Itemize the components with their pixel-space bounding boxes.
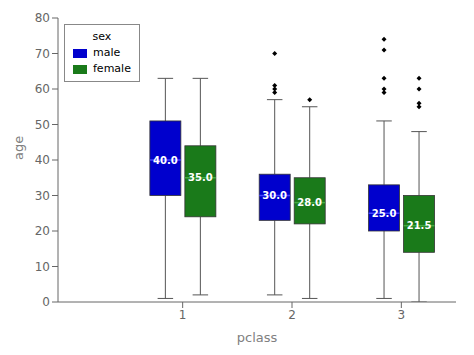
html-text:sex: sex [92, 30, 112, 43]
svg-text:1: 1 [179, 308, 187, 322]
svg-text:35.0: 35.0 [188, 172, 213, 183]
svg-text:3: 3 [398, 308, 406, 322]
svg-text:30: 30 [35, 189, 50, 203]
svg-text:80: 80 [35, 11, 50, 25]
svg-text:10: 10 [35, 260, 50, 274]
svg-text:50: 50 [35, 118, 50, 132]
svg-text:40: 40 [35, 153, 50, 167]
svg-text:28.0: 28.0 [297, 197, 322, 208]
svg-text:20: 20 [35, 224, 50, 238]
svg-text:2: 2 [288, 308, 296, 322]
svg-text:pclass: pclass [237, 330, 278, 345]
html-text:male: male [93, 46, 121, 59]
svg-text:30.0: 30.0 [262, 190, 287, 201]
svg-text:60: 60 [35, 82, 50, 96]
svg-text:21.5: 21.5 [407, 220, 432, 231]
html-text:female: female [93, 62, 131, 75]
svg-text:40.0: 40.0 [153, 155, 178, 166]
svg-text:age: age [11, 136, 26, 160]
svg-text:0: 0 [42, 295, 50, 309]
svg-text:25.0: 25.0 [372, 208, 397, 219]
svg-text:70: 70 [35, 47, 50, 61]
